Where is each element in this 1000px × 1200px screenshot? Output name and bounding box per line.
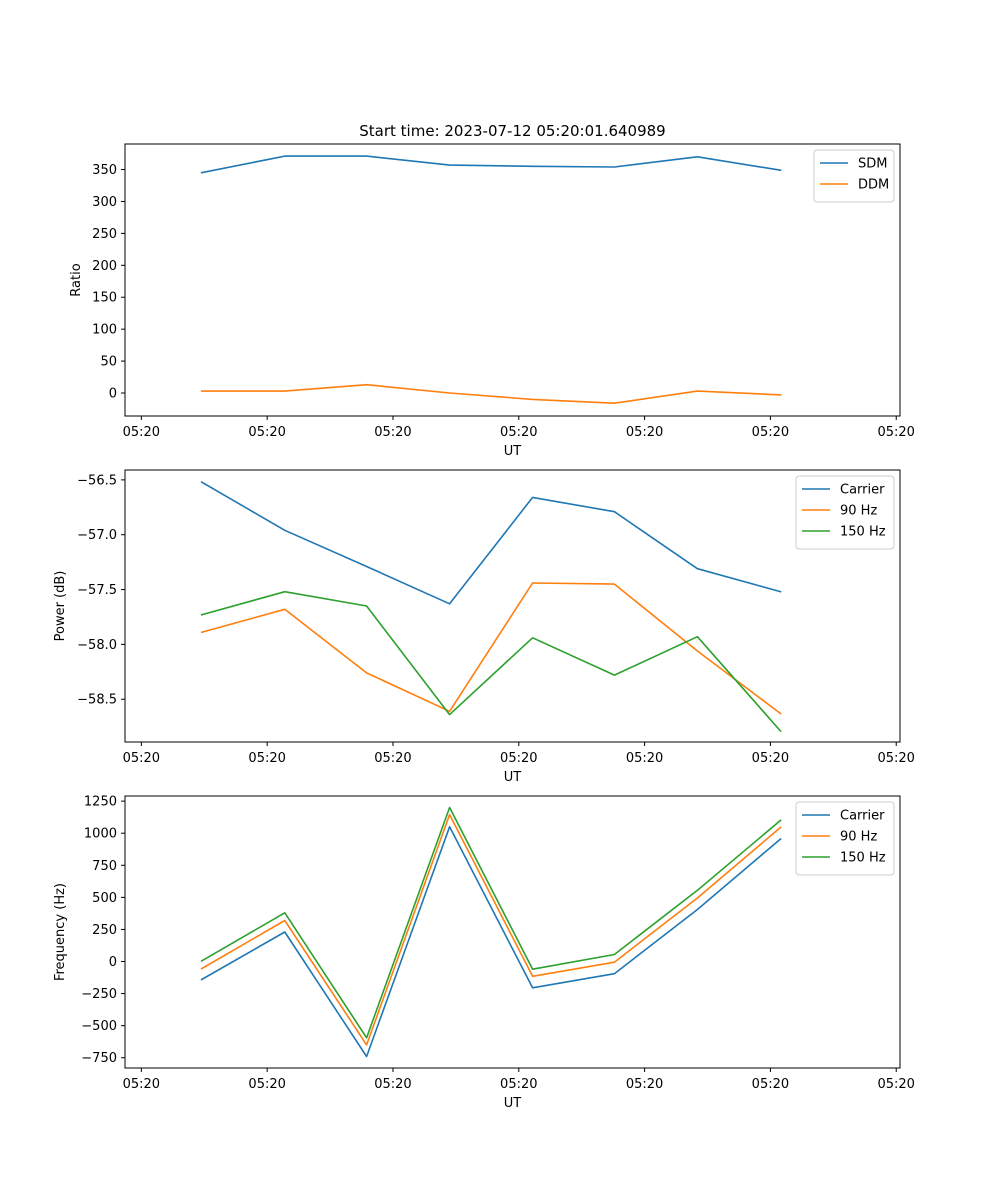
legend-label: DDM: [858, 178, 889, 193]
y-tick-label: 100: [92, 323, 117, 338]
y-tick-label: 300: [92, 195, 117, 210]
series-line-150-hz: [200, 806, 782, 1039]
legend-label: Carrier: [840, 483, 885, 498]
x-tick-label: 05:20: [248, 1077, 285, 1092]
series-line-carrier: [200, 481, 782, 605]
y-tick-label: −57.5: [77, 583, 117, 598]
series-line-sdm: [200, 155, 782, 174]
y-tick-label: 1250: [84, 795, 117, 810]
x-tick-label: 05:20: [752, 1077, 789, 1092]
x-tick-label: 05:20: [500, 1077, 537, 1092]
ratio-panel: Start time: 2023-07-12 05:20:01.64098905…: [69, 122, 915, 459]
x-tick-label: 05:20: [626, 1077, 663, 1092]
x-tick-label: 05:20: [248, 751, 285, 766]
series-line-90-hz: [200, 582, 782, 715]
y-tick-label: 250: [92, 227, 117, 242]
x-tick-label: 05:20: [877, 751, 914, 766]
y-tick-label: 500: [92, 891, 117, 906]
y-tick-label: 0: [109, 955, 117, 970]
y-axis-label: Frequency (Hz): [53, 883, 68, 981]
x-tick-label: 05:20: [877, 1077, 914, 1092]
x-tick-label: 05:20: [374, 751, 411, 766]
legend-label: 90 Hz: [840, 830, 877, 845]
legend: Carrier 90 Hz 150 Hz: [795, 801, 895, 876]
y-tick-label: 200: [92, 259, 117, 274]
plot-frame: [124, 795, 901, 1069]
x-tick-label: 05:20: [626, 425, 663, 440]
x-tick-label: 05:20: [123, 751, 160, 766]
x-tick-label: 05:20: [123, 425, 160, 440]
legend-label: 150 Hz: [840, 525, 886, 540]
y-tick-label: 0: [109, 387, 117, 402]
y-tick-label: −57.0: [77, 528, 117, 543]
x-tick-label: 05:20: [500, 751, 537, 766]
plot-frame: [124, 143, 901, 417]
y-tick-label: 750: [92, 859, 117, 874]
y-tick-label: 150: [92, 291, 117, 306]
y-tick-label: −56.5: [77, 473, 117, 488]
legend-label: 150 Hz: [840, 851, 886, 866]
series-line-ddm: [200, 383, 782, 405]
y-axis-label: Power (dB): [53, 571, 68, 642]
x-tick-label: 05:20: [374, 1077, 411, 1092]
x-tick-label: 05:20: [123, 1077, 160, 1092]
x-tick-label: 05:20: [877, 425, 914, 440]
chart-title: Start time: 2023-07-12 05:20:01.640989: [359, 122, 665, 140]
legend-label: SDM: [858, 157, 887, 172]
y-tick-label: 1000: [84, 827, 117, 842]
y-tick-label: 50: [100, 355, 117, 370]
x-tick-label: 05:20: [626, 751, 663, 766]
y-tick-label: −500: [81, 1019, 117, 1034]
x-tick-label: 05:20: [752, 425, 789, 440]
x-axis-label: UT: [504, 1096, 522, 1111]
x-axis-label: UT: [504, 444, 522, 459]
legend: SDM DDM: [813, 149, 895, 203]
y-axis-label: Ratio: [69, 263, 84, 296]
y-tick-label: 350: [92, 163, 117, 178]
legend-label: 90 Hz: [840, 504, 877, 519]
y-tick-label: 250: [92, 923, 117, 938]
legend: Carrier 90 Hz 150 Hz: [795, 475, 895, 550]
x-tick-label: 05:20: [248, 425, 285, 440]
y-tick-label: −58.0: [77, 638, 117, 653]
legend-label: Carrier: [840, 809, 885, 824]
y-tick-label: −250: [81, 987, 117, 1002]
series-line-carrier: [200, 825, 782, 1058]
x-axis-label: UT: [504, 770, 522, 785]
y-tick-label: −58.5: [77, 693, 117, 708]
series-line-90-hz: [200, 813, 782, 1046]
x-tick-label: 05:20: [374, 425, 411, 440]
series-line-150-hz: [200, 590, 782, 733]
x-tick-label: 05:20: [500, 425, 537, 440]
frequency-panel: 05:2005:2005:2005:2005:2005:2005:2005:21…: [53, 795, 915, 1111]
power-panel: 05:2005:2005:2005:2005:2005:2005:2005:21…: [53, 469, 915, 785]
plot-frame: [124, 469, 901, 743]
y-tick-label: −750: [81, 1051, 117, 1066]
x-tick-label: 05:20: [752, 751, 789, 766]
